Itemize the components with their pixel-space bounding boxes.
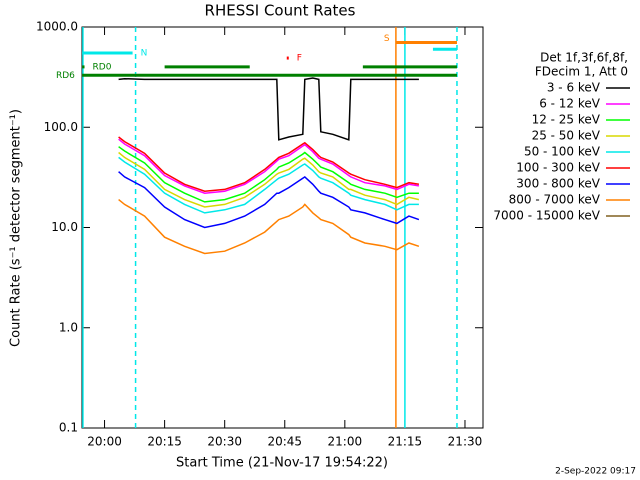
x-axis-label: Start Time (21-Nov-17 19:54:22): [176, 456, 388, 471]
series-line: [118, 199, 420, 255]
series-line: [118, 171, 420, 229]
flag-label: RD0: [93, 62, 112, 72]
series-line: [118, 136, 420, 192]
series-line: [118, 146, 419, 203]
y-tick-label: 10.0: [51, 220, 78, 234]
y-tick-label: 0.1: [59, 421, 78, 435]
y-tick-label: 100.0: [44, 120, 78, 134]
x-tick-label: 20:45: [267, 435, 302, 449]
x-tick-label: 21:15: [388, 435, 423, 449]
legend-label: 6 - 12 keV: [539, 97, 601, 111]
y-axis-label: Count Rate (s⁻¹ detector segment⁻¹): [9, 109, 24, 347]
flag-label: RD6: [56, 71, 75, 81]
flag-label: N: [141, 49, 148, 59]
series-line: [118, 77, 419, 141]
chart-title: RHESSI Count Rates: [205, 2, 356, 20]
legend-label: 7000 - 15000 keV: [493, 209, 600, 223]
legend-label: 3 - 6 keV: [547, 81, 601, 95]
legend-header: Det 1f,3f,6f,8f,: [540, 51, 628, 65]
legend-header: FDecim 1, Att 0: [535, 65, 628, 79]
legend-label: 12 - 25 keV: [532, 113, 601, 127]
footer: 2-Sep-2022 09:17: [555, 467, 636, 477]
y-tick-label: 1.0: [59, 320, 78, 334]
x-tick-label: 20:30: [207, 435, 242, 449]
x-tick-label: 20:00: [87, 435, 122, 449]
series-line: [118, 156, 419, 214]
legend-label: 50 - 100 keV: [524, 145, 601, 159]
legend-label: 100 - 300 keV: [516, 161, 600, 175]
legend-label: 25 - 50 keV: [532, 129, 601, 143]
x-tick-label: 21:30: [448, 435, 483, 449]
x-tick-label: 20:15: [147, 435, 182, 449]
flag-label: S: [384, 34, 390, 44]
flag-label: F: [297, 54, 302, 64]
legend-label: 300 - 800 keV: [516, 177, 600, 191]
plot-frame: [81, 26, 484, 429]
series-line: [118, 151, 420, 208]
x-tick-label: 21:00: [328, 435, 363, 449]
legend-label: 800 - 7000 keV: [509, 193, 601, 207]
y-tick-label: 1000.0: [36, 20, 78, 34]
series-line: [118, 138, 420, 194]
